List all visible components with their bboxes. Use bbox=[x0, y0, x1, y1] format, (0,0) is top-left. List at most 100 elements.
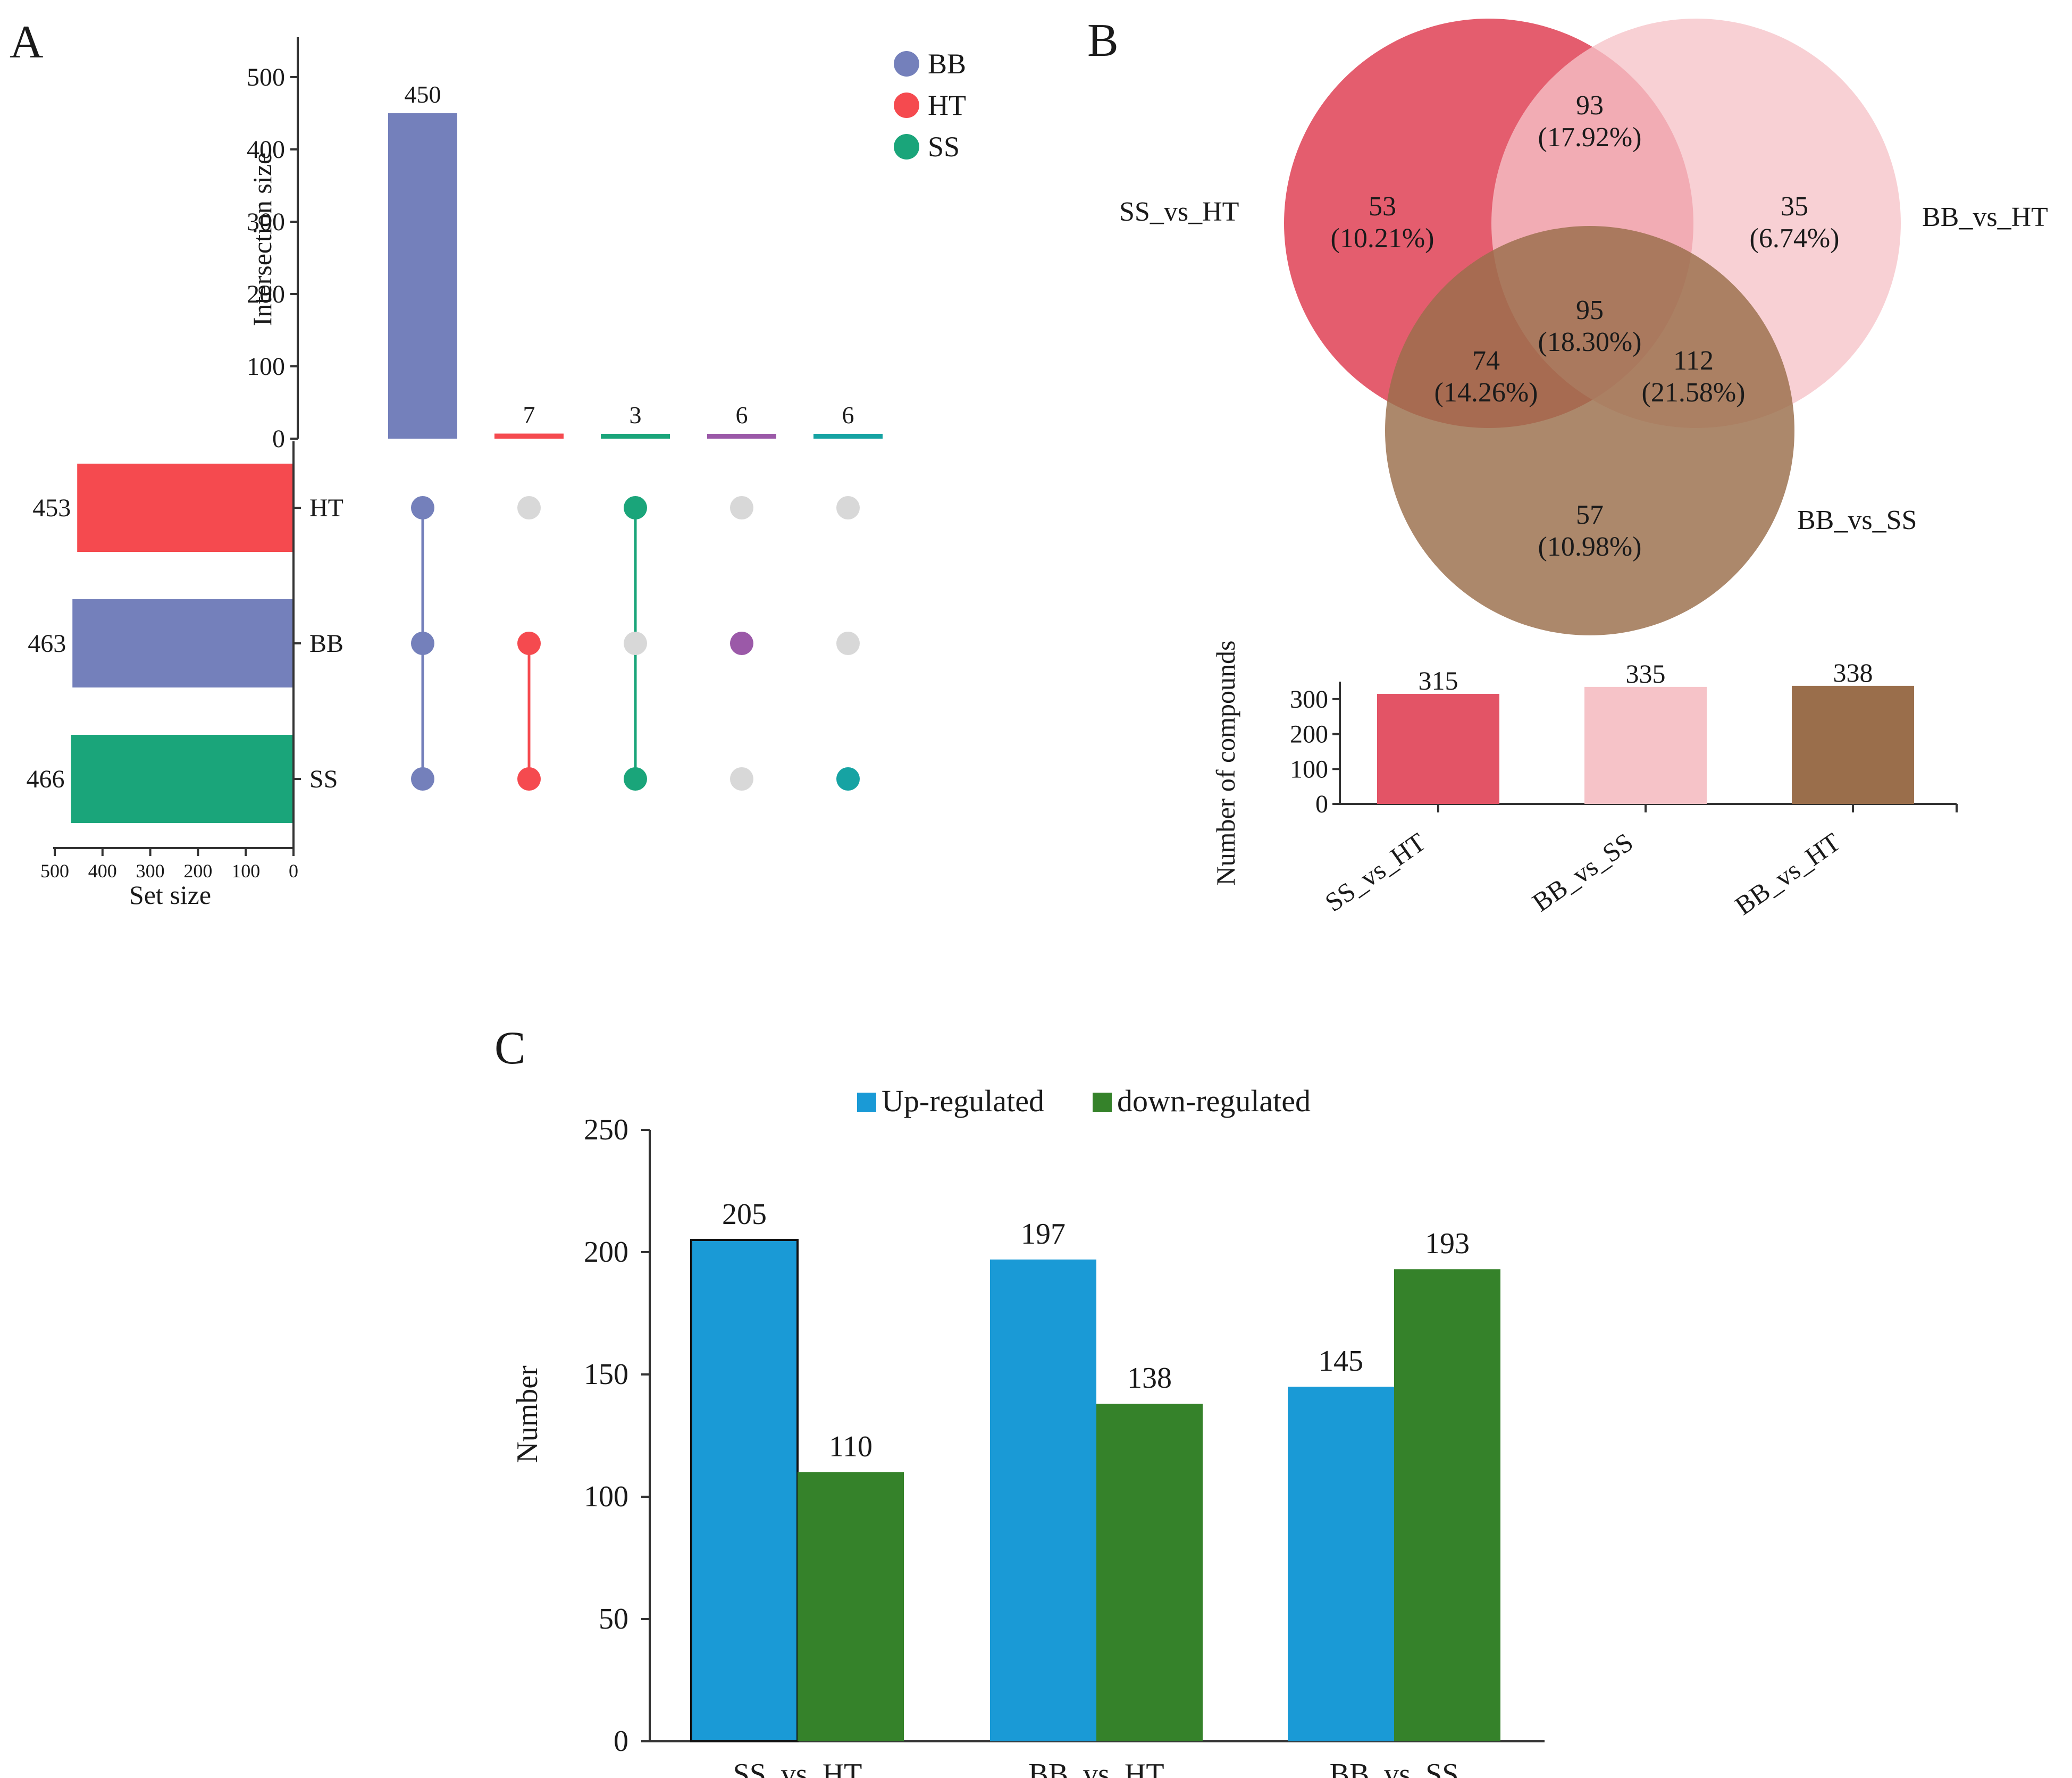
venn-region-percent: (10.21%) bbox=[1331, 223, 1435, 254]
upset-intersection-bar bbox=[601, 434, 670, 439]
venn-set-label-bb-vs-ht: BB_vs_HT bbox=[1922, 202, 2048, 232]
venn-region-percent: (10.98%) bbox=[1538, 532, 1642, 562]
compounds-bar bbox=[1584, 686, 1707, 804]
venn-region-percent: (17.92%) bbox=[1538, 122, 1642, 153]
venn-region-count: 95 bbox=[1576, 295, 1604, 325]
legend-dot-ss bbox=[894, 134, 919, 160]
regulation-x-tick-label: BB_vs_SS bbox=[1330, 1758, 1459, 1778]
upset-y-tick-label: 0 bbox=[272, 425, 285, 453]
venn-region-count: 74 bbox=[1472, 346, 1500, 376]
regulation-y-tick-label: 100 bbox=[584, 1480, 628, 1513]
upset-y-axis-label: Intersection size bbox=[247, 153, 277, 326]
matrix-dot-active bbox=[624, 767, 647, 791]
venn-region-count: 53 bbox=[1369, 191, 1396, 222]
upset-y-tick-label: 500 bbox=[247, 63, 285, 91]
matrix-dot-active bbox=[517, 632, 541, 655]
set-size-bar-ss bbox=[71, 735, 294, 823]
upset-intersection-label: 7 bbox=[523, 401, 535, 428]
regulation-bar-chart: Up-regulated down-regulated 0 50 100 150 200 2… bbox=[511, 1084, 1545, 1778]
up-regulated-bar bbox=[1288, 1387, 1394, 1741]
legend-label-bb: BB bbox=[928, 48, 966, 80]
venn-region-percent: (21.58%) bbox=[1642, 378, 1746, 408]
regulation-x-tick-label: BB_vs_HT bbox=[1028, 1758, 1164, 1778]
compounds-bar bbox=[1792, 685, 1914, 804]
venn-region-percent: (14.26%) bbox=[1435, 378, 1538, 408]
upset-intersection-bar bbox=[494, 433, 564, 439]
legend-label-down: down-regulated bbox=[1117, 1084, 1311, 1118]
down-regulated-bar bbox=[798, 1472, 904, 1741]
upset-plot: 0 100 200 300 400 500 Intersection size 450 7 3… bbox=[27, 37, 966, 910]
venn-region-count: 112 bbox=[1673, 346, 1714, 376]
compounds-bar bbox=[1377, 694, 1499, 804]
set-size-label: 463 bbox=[28, 630, 66, 658]
venn-region-percent: (6.74%) bbox=[1750, 223, 1840, 254]
compounds-bar-label: 335 bbox=[1626, 659, 1666, 689]
upset-matrix bbox=[411, 496, 860, 791]
compounds-x-tick-label: BB_vs_HT bbox=[1730, 827, 1846, 921]
matrix-dot-active bbox=[730, 632, 753, 655]
panel-label-c: C bbox=[494, 1022, 526, 1074]
legend-dot-ht bbox=[894, 93, 919, 118]
venn-region-labels: 53(10.21%) 93(17.92%) 35(6.74%) 95(18.30%) 7… bbox=[1331, 90, 1840, 562]
upset-set-size-label: Set size bbox=[129, 880, 211, 910]
matrix-dot-active bbox=[836, 767, 860, 791]
upset-intersection-axis: 0 100 200 300 400 500 bbox=[247, 37, 299, 453]
set-size-bar-bb bbox=[72, 599, 293, 687]
set-size-tick-label: 0 bbox=[289, 860, 298, 882]
upset-intersection-label: 450 bbox=[405, 81, 441, 108]
upset-intersection-bar bbox=[813, 434, 883, 439]
compounds-y-tick-label: 300 bbox=[1290, 685, 1328, 714]
matrix-dot-inactive bbox=[836, 496, 860, 519]
regulation-bar-label: 110 bbox=[829, 1430, 873, 1463]
compounds-bar-chart: 0 100 200 300 Number of compounds 315 SS_vs_… bbox=[1211, 640, 1958, 921]
regulation-y-tick-label: 150 bbox=[584, 1358, 628, 1391]
venn-region-percent: (18.30%) bbox=[1538, 327, 1642, 357]
set-name-label-bb: BB bbox=[309, 630, 343, 658]
regulation-bar-label: 138 bbox=[1127, 1362, 1172, 1395]
regulation-bar-label: 197 bbox=[1021, 1218, 1066, 1251]
regulation-x-tick-label: SS_vs_HT bbox=[733, 1758, 862, 1778]
regulation-bars: 205 110 SS_vs_HT 197 138 BB_vs_HT 145 193 BB_vs_… bbox=[690, 1198, 1500, 1778]
venn-circle-bb-vs-ss bbox=[1385, 226, 1794, 635]
legend-swatch-up bbox=[857, 1093, 876, 1112]
matrix-dot-inactive bbox=[730, 767, 753, 791]
upset-intersection-bar bbox=[388, 113, 457, 439]
compounds-y-tick-label: 0 bbox=[1315, 790, 1328, 818]
upset-intersection-bar bbox=[707, 434, 776, 439]
panel-label-b: B bbox=[1087, 15, 1119, 66]
upset-intersection-label: 6 bbox=[842, 401, 854, 429]
matrix-dot-active bbox=[411, 496, 434, 519]
matrix-dot-active bbox=[624, 496, 647, 519]
set-size-tick-label: 100 bbox=[231, 860, 260, 882]
matrix-dot-inactive bbox=[624, 632, 647, 655]
compounds-y-axis-label: Number of compounds bbox=[1211, 640, 1240, 885]
upset-intersection-bars: 450 7 3 6 6 bbox=[388, 81, 883, 439]
regulation-bar-label: 145 bbox=[1319, 1345, 1363, 1378]
legend-label-up: Up-regulated bbox=[882, 1084, 1044, 1118]
down-regulated-bar bbox=[1096, 1404, 1203, 1741]
regulation-y-axis-label: Number bbox=[511, 1365, 544, 1463]
venn-diagram: SS_vs_HT BB_vs_HT BB_vs_SS 53(10.21%)93(… bbox=[1119, 19, 2048, 635]
down-regulated-bar bbox=[1394, 1269, 1500, 1741]
matrix-dot-inactive bbox=[730, 496, 753, 519]
set-size-tick-label: 300 bbox=[136, 860, 165, 882]
set-size-tick-label: 200 bbox=[183, 860, 212, 882]
set-size-tick-label: 400 bbox=[88, 860, 117, 882]
venn-region-count: 57 bbox=[1576, 500, 1604, 530]
upset-intersection-label: 6 bbox=[736, 401, 748, 429]
set-size-tick-label: 500 bbox=[40, 860, 69, 882]
regulation-y-tick-label: 50 bbox=[599, 1603, 628, 1636]
venn-region-count: 35 bbox=[1781, 191, 1808, 222]
matrix-dot-inactive bbox=[517, 496, 541, 519]
set-size-label: 453 bbox=[32, 494, 71, 522]
legend-swatch-down bbox=[1093, 1093, 1112, 1112]
matrix-dot-active bbox=[517, 767, 541, 791]
matrix-dot-inactive bbox=[836, 632, 860, 655]
regulation-bar-label: 193 bbox=[1425, 1227, 1470, 1260]
compounds-y-tick-label: 200 bbox=[1290, 720, 1328, 749]
compounds-x-tick-label: BB_vs_SS bbox=[1527, 827, 1639, 917]
matrix-dot-active bbox=[411, 767, 434, 791]
regulation-legend: Up-regulated down-regulated bbox=[857, 1084, 1311, 1118]
venn-set-label-ss-vs-ht: SS_vs_HT bbox=[1119, 197, 1239, 227]
